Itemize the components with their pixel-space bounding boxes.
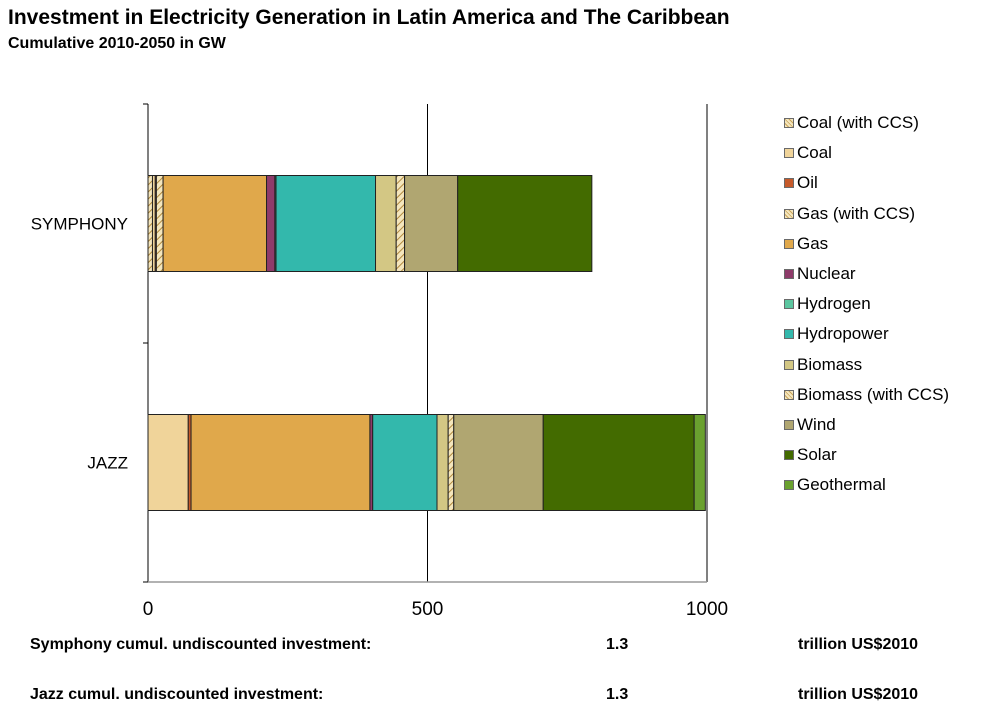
category-label: SYMPHONY bbox=[31, 215, 128, 234]
legend-label: Nuclear bbox=[797, 264, 856, 284]
bar-segment bbox=[404, 175, 459, 272]
legend-item: Wind bbox=[784, 410, 949, 440]
x-tick-label: 500 bbox=[412, 599, 444, 620]
legend-item: Hydrogen bbox=[784, 289, 949, 319]
legend-swatch bbox=[784, 269, 794, 280]
legend-item: Nuclear bbox=[784, 259, 949, 289]
legend-label: Gas (with CCS) bbox=[797, 203, 916, 223]
legend-swatch bbox=[784, 178, 794, 189]
legend-swatch bbox=[784, 118, 794, 129]
bar-segment bbox=[693, 414, 706, 511]
legend-label: Hydrogen bbox=[797, 294, 871, 314]
bar-segment bbox=[275, 175, 377, 272]
legend-label: Oil bbox=[797, 173, 818, 193]
footer-label: Jazz cumul. undiscounted investment: bbox=[30, 686, 324, 703]
legend-swatch bbox=[784, 208, 794, 219]
legend-label: Wind bbox=[797, 414, 836, 434]
bar-segment bbox=[453, 414, 544, 511]
bar-segment bbox=[447, 414, 455, 511]
legend-item: Gas (with CCS) bbox=[784, 199, 949, 229]
legend-swatch bbox=[784, 238, 794, 249]
legend-label: Gas bbox=[797, 233, 829, 253]
chart-title: Investment in Electricity Generation in … bbox=[8, 6, 730, 29]
legend-label: Biomass bbox=[797, 354, 863, 374]
legend-label: Geothermal bbox=[797, 475, 886, 495]
bar-segment bbox=[372, 414, 438, 511]
legend-swatch bbox=[784, 389, 794, 400]
footer-unit: trillion US$2010 bbox=[798, 636, 919, 653]
x-tick-label: 1000 bbox=[686, 599, 728, 620]
legend-item: Gas bbox=[784, 229, 949, 259]
legend-label: Coal bbox=[797, 143, 832, 163]
bar-segment bbox=[395, 175, 406, 272]
chart-legend: Coal (with CCS) Coal Oil Gas (with CCS) Gas N… bbox=[784, 108, 949, 500]
chart-subtitle: Cumulative 2010-2050 in GW bbox=[8, 35, 226, 52]
legend-item: Coal bbox=[784, 138, 949, 168]
bar-segment bbox=[436, 414, 449, 511]
legend-label: Coal (with CCS) bbox=[797, 113, 919, 133]
legend-item: Biomass bbox=[784, 350, 949, 380]
category-label: JAZZ bbox=[87, 454, 128, 473]
legend-item: Coal (with CCS) bbox=[784, 108, 949, 138]
bar-segment bbox=[266, 175, 276, 272]
footer-row-symphony: Symphony cumul. undiscounted investment:… bbox=[30, 636, 970, 658]
x-tick-label: 0 bbox=[143, 599, 154, 620]
legend-swatch bbox=[784, 419, 794, 430]
footer-label: Symphony cumul. undiscounted investment: bbox=[30, 636, 372, 653]
bar-segment bbox=[147, 175, 153, 272]
bar-segment bbox=[155, 175, 164, 272]
legend-item: Hydropower bbox=[784, 319, 949, 349]
bar-segment bbox=[457, 175, 593, 272]
footer-value: 1.3 bbox=[606, 636, 629, 653]
bar-segment bbox=[147, 414, 189, 511]
bar-segment bbox=[375, 175, 397, 272]
legend-swatch bbox=[784, 329, 794, 340]
legend-label: Solar bbox=[797, 445, 837, 465]
legend-label: Hydropower bbox=[797, 324, 889, 344]
bar-segment bbox=[162, 175, 268, 272]
footer-unit: trillion US$2010 bbox=[798, 686, 919, 703]
legend-swatch bbox=[784, 359, 794, 370]
legend-item: Solar bbox=[784, 440, 949, 470]
legend-item: Biomass (with CCS) bbox=[784, 380, 949, 410]
bar-segment bbox=[190, 414, 371, 511]
legend-swatch bbox=[784, 299, 794, 310]
footer-row-jazz: Jazz cumul. undiscounted investment: 1.3… bbox=[30, 686, 970, 708]
legend-item: Oil bbox=[784, 168, 949, 198]
footer-value: 1.3 bbox=[606, 686, 629, 703]
legend-item: Geothermal bbox=[784, 470, 949, 500]
legend-swatch bbox=[784, 148, 794, 159]
legend-label: Biomass (with CCS) bbox=[797, 384, 950, 404]
legend-swatch bbox=[784, 450, 794, 461]
bar-segment bbox=[542, 414, 695, 511]
legend-swatch bbox=[784, 480, 794, 491]
